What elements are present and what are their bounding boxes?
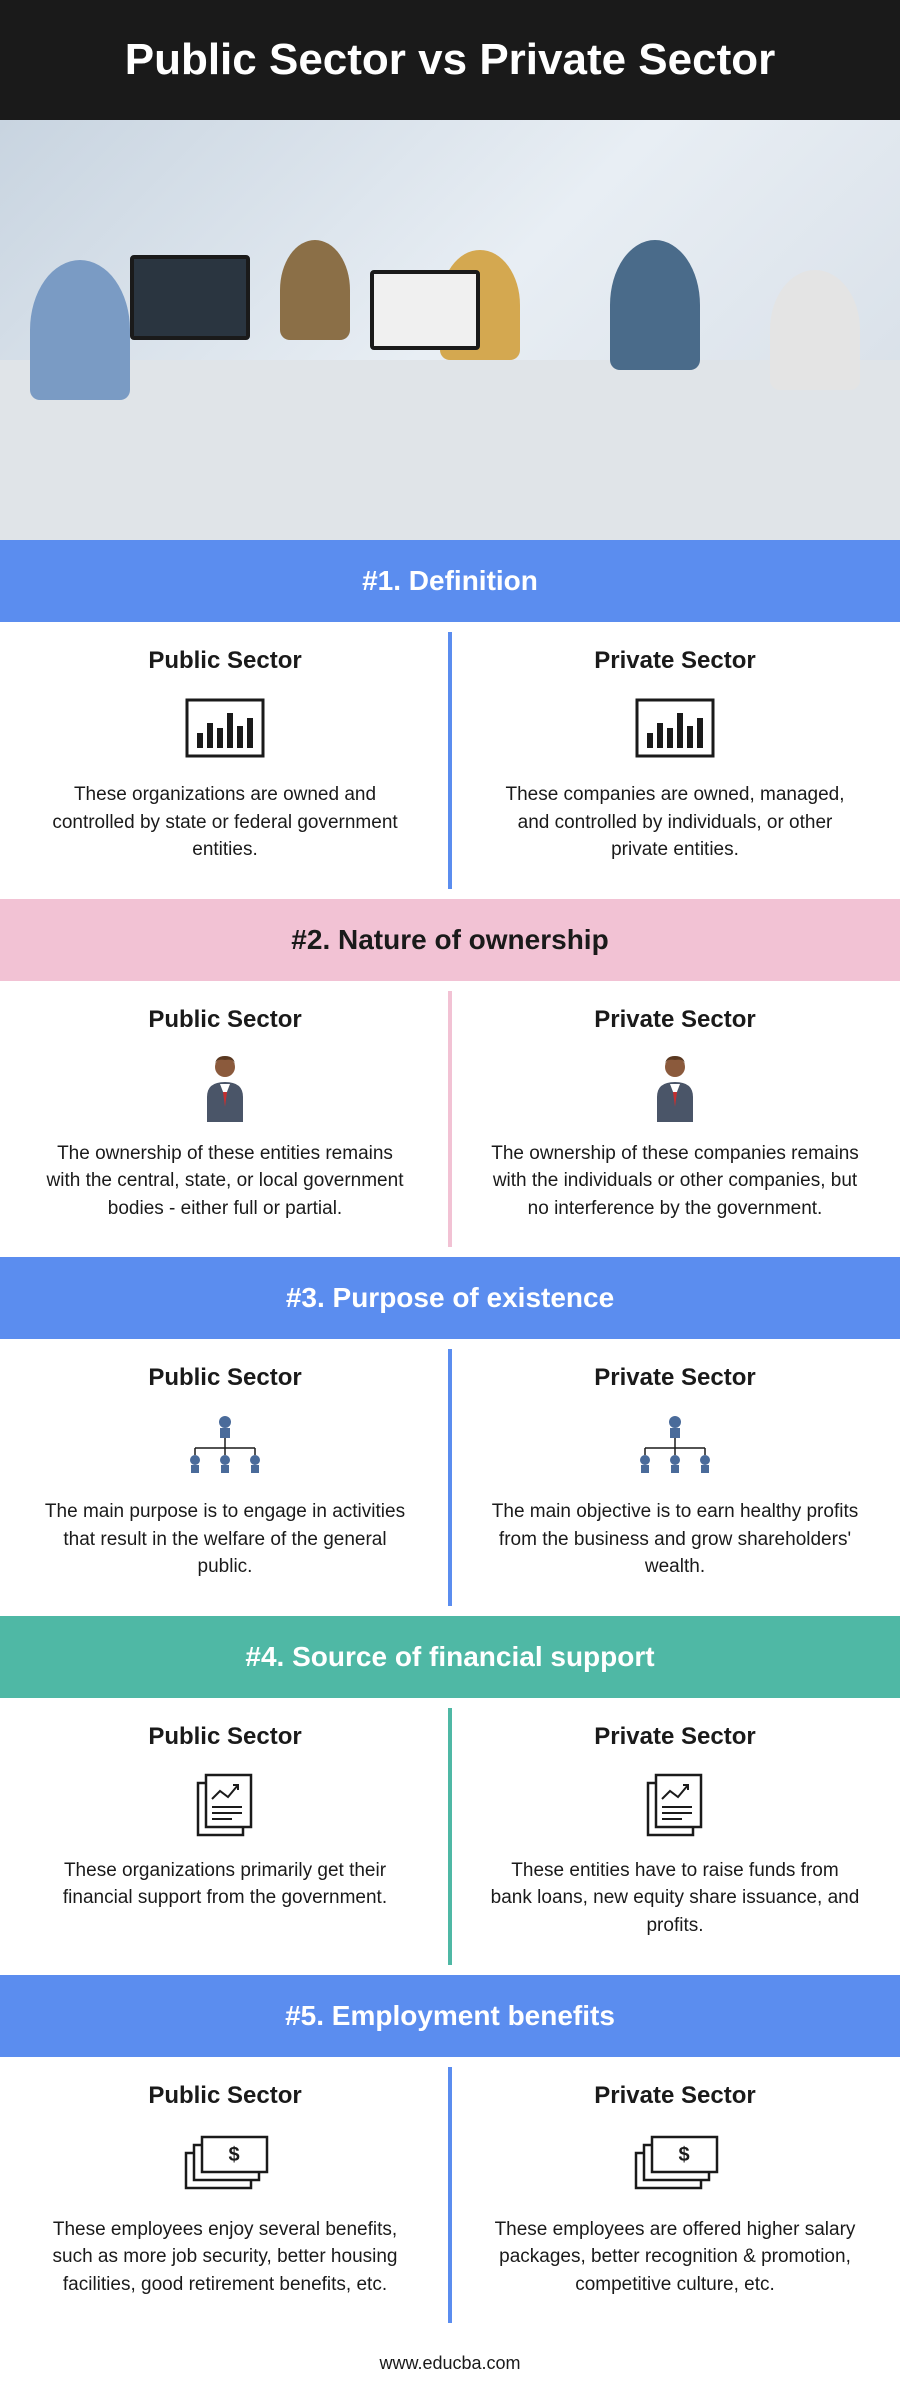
col-private-2: Private Sector The ownership of these co… (450, 981, 900, 1258)
page-header: Public Sector vs Private Sector (0, 0, 900, 120)
private-label: Private Sector (490, 1723, 860, 1751)
private-text-2: The ownership of these companies remains… (490, 1140, 860, 1223)
public-label: Public Sector (40, 1723, 410, 1751)
col-public-1: Public Sector These organizations are ow… (0, 622, 450, 899)
col-private-5: Private Sector $ These employees are off… (450, 2057, 900, 2334)
col-public-4: Public Sector These organizations primar… (0, 1698, 450, 1975)
hierarchy-icon (40, 1410, 410, 1480)
section-2-header: #2. Nature of ownership (0, 899, 900, 981)
divider-5 (448, 2067, 452, 2324)
section-1-comparison: Public Sector These organizations are ow… (0, 622, 900, 899)
section-5-header: #5. Employment benefits (0, 1975, 900, 2057)
col-private-4: Private Sector These entities have to ra… (450, 1698, 900, 1975)
divider-4 (448, 1708, 452, 1965)
col-private-3: Private Sector The main objective is to … (450, 1339, 900, 1616)
public-label: Public Sector (40, 2082, 410, 2110)
money-icon: $ (40, 2128, 410, 2198)
public-text-2: The ownership of these entities remains … (40, 1140, 410, 1223)
private-text-5: These employees are offered higher salar… (490, 2216, 860, 2299)
chart-icon (490, 693, 860, 763)
private-label: Private Sector (490, 647, 860, 675)
private-text-4: These entities have to raise funds from … (490, 1857, 860, 1940)
public-label: Public Sector (40, 647, 410, 675)
person-icon (40, 1052, 410, 1122)
money-icon: $ (490, 2128, 860, 2198)
private-text-1: These companies are owned, managed, and … (490, 781, 860, 864)
divider-1 (448, 632, 452, 889)
private-label: Private Sector (490, 1364, 860, 1392)
private-label: Private Sector (490, 2082, 860, 2110)
public-label: Public Sector (40, 1364, 410, 1392)
section-4-header: #4. Source of financial support (0, 1616, 900, 1698)
section-5-comparison: Public Sector $ These employees enjoy se… (0, 2057, 900, 2334)
public-text-4: These organizations primarily get their … (40, 1857, 410, 1912)
document-icon (490, 1769, 860, 1839)
public-label: Public Sector (40, 1006, 410, 1034)
section-1-header: #1. Definition (0, 540, 900, 622)
svg-text:$: $ (678, 2144, 689, 2166)
hierarchy-icon (490, 1410, 860, 1480)
chart-icon (40, 693, 410, 763)
hero-image (0, 120, 900, 540)
person-icon (490, 1052, 860, 1122)
public-text-1: These organizations are owned and contro… (40, 781, 410, 864)
col-public-2: Public Sector The ownership of these ent… (0, 981, 450, 1258)
col-private-1: Private Sector These companies are owned… (450, 622, 900, 899)
private-text-3: The main objective is to earn healthy pr… (490, 1498, 860, 1581)
section-3-header: #3. Purpose of existence (0, 1257, 900, 1339)
col-public-3: Public Sector The main purpose is to eng… (0, 1339, 450, 1616)
divider-2 (448, 991, 452, 1248)
page-title: Public Sector vs Private Sector (20, 35, 880, 85)
col-public-5: Public Sector $ These employees enjoy se… (0, 2057, 450, 2334)
public-text-5: These employees enjoy several benefits, … (40, 2216, 410, 2299)
document-icon (40, 1769, 410, 1839)
divider-3 (448, 1349, 452, 1606)
public-text-3: The main purpose is to engage in activit… (40, 1498, 410, 1581)
section-4-comparison: Public Sector These organizations primar… (0, 1698, 900, 1975)
svg-text:$: $ (228, 2144, 239, 2166)
footer-url: www.educba.com (379, 2353, 520, 2373)
footer: www.educba.com (0, 2333, 900, 2394)
section-3-comparison: Public Sector The main purpose is to eng… (0, 1339, 900, 1616)
section-2-comparison: Public Sector The ownership of these ent… (0, 981, 900, 1258)
private-label: Private Sector (490, 1006, 860, 1034)
